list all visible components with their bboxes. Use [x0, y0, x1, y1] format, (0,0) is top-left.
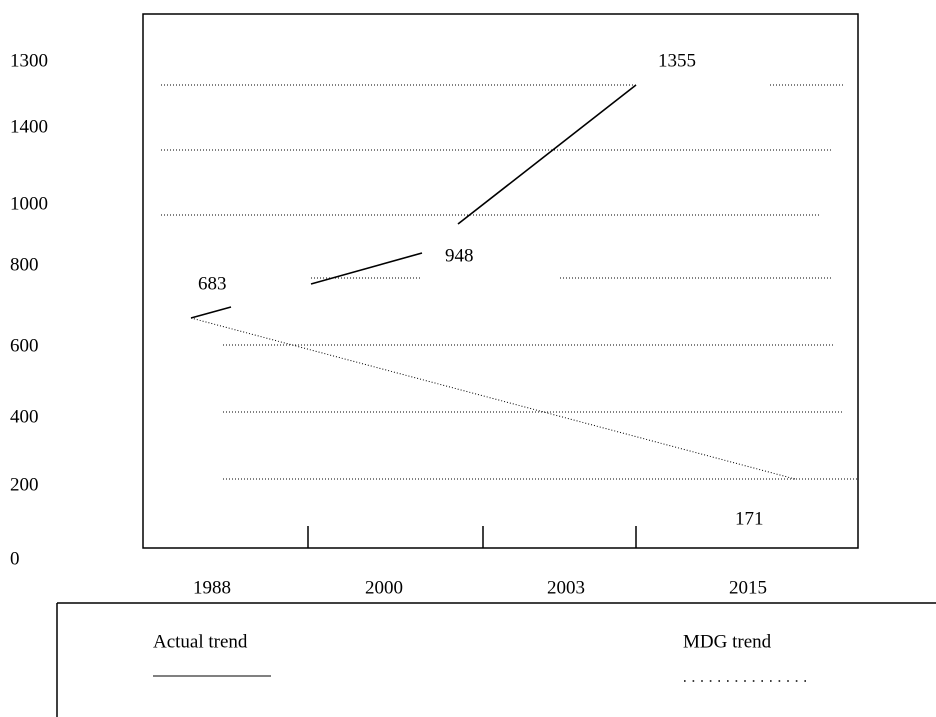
y-label: 200 [10, 474, 39, 495]
point-label: 171 [735, 508, 764, 529]
y-axis-labels: 1300 1400 1000 800 600 400 200 0 [10, 50, 48, 569]
x-axis-labels: 1988 2000 2003 2015 [193, 577, 767, 598]
y-label: 800 [10, 254, 39, 275]
line-segment [457, 84, 637, 225]
legend-label: MDG trend [683, 631, 772, 652]
grid [161, 84, 858, 480]
x-label: 1988 [193, 577, 231, 598]
x-label: 2003 [547, 577, 585, 598]
y-label: 0 [10, 548, 20, 569]
y-label: 1400 [10, 116, 48, 137]
x-ticks [307, 526, 637, 548]
y-label: 1300 [10, 50, 48, 71]
y-label: 400 [10, 406, 39, 427]
actual-trend-line [190, 84, 637, 319]
line-segment [310, 252, 423, 285]
y-label: 600 [10, 335, 39, 356]
point-label: 948 [445, 245, 474, 266]
point-label: 683 [198, 273, 227, 294]
plot-frame [142, 13, 859, 549]
x-label: 2015 [729, 577, 767, 598]
legend-label: Actual trend [153, 631, 248, 652]
mdg-trend-line [190, 317, 796, 480]
point-label: 1355 [658, 50, 696, 71]
x-label: 2000 [365, 577, 403, 598]
point-labels: 683 948 1355 171 [198, 50, 764, 529]
y-label: 1000 [10, 193, 48, 214]
line-segment [190, 306, 232, 319]
legend: Actual trend MDG trend [56, 602, 936, 717]
